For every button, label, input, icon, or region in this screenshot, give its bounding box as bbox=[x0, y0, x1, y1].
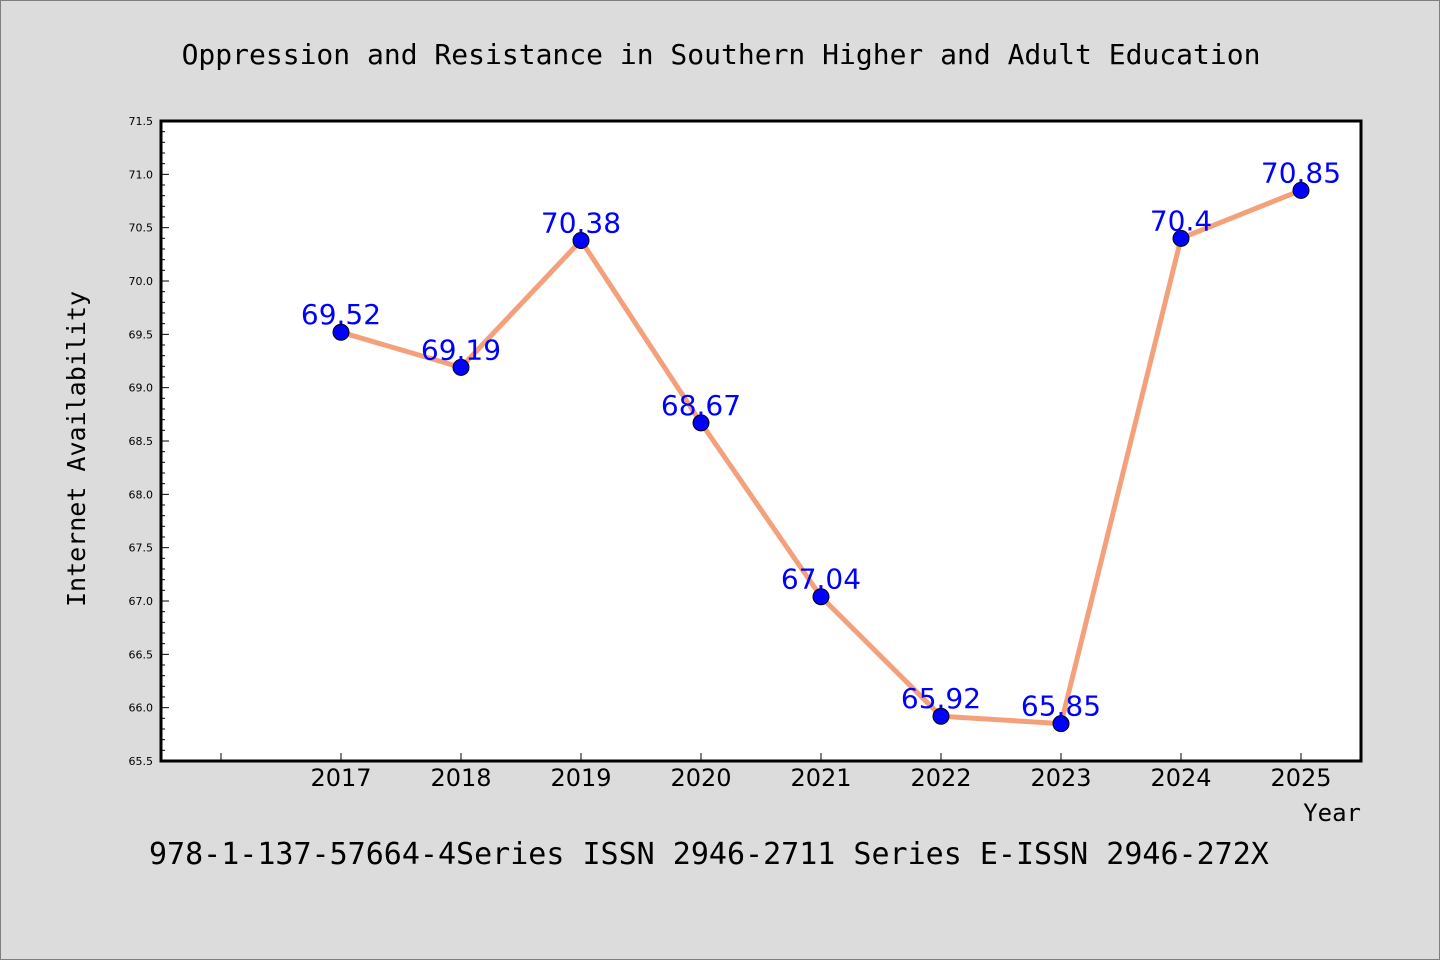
x-tick-label: 2025 bbox=[1270, 764, 1331, 792]
data-point bbox=[572, 231, 590, 249]
y-tick-label: 69.5 bbox=[129, 328, 154, 341]
y-tick-label: 70.0 bbox=[129, 275, 154, 288]
data-label: 65.85 bbox=[1021, 690, 1101, 723]
x-tick-label: 2020 bbox=[670, 764, 731, 792]
data-point bbox=[1172, 229, 1190, 247]
data-point bbox=[692, 414, 710, 432]
y-tick-label: 69.0 bbox=[129, 382, 154, 395]
data-point bbox=[452, 358, 470, 376]
y-tick-label: 68.5 bbox=[129, 435, 154, 448]
x-tick-label: 2017 bbox=[310, 764, 371, 792]
x-tick-label: 2018 bbox=[430, 764, 491, 792]
data-point bbox=[932, 707, 950, 725]
data-point bbox=[812, 588, 830, 606]
data-label: 68.67 bbox=[661, 389, 741, 422]
y-tick-label: 67.0 bbox=[129, 595, 154, 608]
y-axis-label: Internet Availability bbox=[62, 291, 91, 607]
y-tick-label: 71.5 bbox=[129, 115, 154, 128]
y-tick-label: 70.5 bbox=[129, 222, 154, 235]
x-axis-label: Year bbox=[1303, 799, 1361, 827]
data-point bbox=[1292, 181, 1310, 199]
plot-area bbox=[161, 121, 1361, 761]
data-point bbox=[332, 323, 350, 341]
y-tick-label: 65.5 bbox=[129, 755, 154, 768]
data-label: 70.38 bbox=[541, 206, 621, 239]
x-tick-label: 2019 bbox=[550, 764, 611, 792]
y-axis-tick-labels: 65.5 66.0 66.5 67.0 67.5 68.0 68.5 69.0 69.5 70.0… bbox=[129, 115, 154, 768]
series-data-labels: 69.52 69.19 70.38 68.67 67.04 65.92 65.85 70.4 7… bbox=[301, 156, 1341, 722]
data-label: 67.04 bbox=[781, 563, 861, 596]
y-tick-label: 68.0 bbox=[129, 488, 154, 501]
data-label: 69.52 bbox=[301, 298, 381, 331]
data-label: 70.4 bbox=[1150, 204, 1212, 237]
series-points bbox=[332, 181, 1310, 733]
plot-border bbox=[159, 119, 1363, 763]
x-tick-label: 2024 bbox=[1150, 764, 1211, 792]
data-label: 70.85 bbox=[1261, 156, 1341, 189]
y-tick-label: 66.5 bbox=[129, 648, 154, 661]
data-point bbox=[1052, 715, 1070, 733]
y-tick-label: 71.0 bbox=[129, 168, 154, 181]
chart-subtitle: 978-1-137-57664-4Series ISSN 2946-2711 S… bbox=[149, 837, 1269, 872]
x-tick-label: 2021 bbox=[790, 764, 851, 792]
data-label: 69.19 bbox=[421, 333, 501, 366]
x-tick-label: 2022 bbox=[910, 764, 971, 792]
chart-title: Oppression and Resistance in Southern Hi… bbox=[182, 38, 1261, 71]
data-label: 65.92 bbox=[901, 682, 981, 715]
y-tick-label: 67.5 bbox=[129, 542, 154, 555]
y-tick-label: 66.0 bbox=[129, 702, 154, 715]
x-tick-label: 2023 bbox=[1030, 764, 1091, 792]
x-axis-tick-labels: 2017 2018 2019 2020 2021 2022 2023 2024 2025 bbox=[310, 764, 1331, 792]
